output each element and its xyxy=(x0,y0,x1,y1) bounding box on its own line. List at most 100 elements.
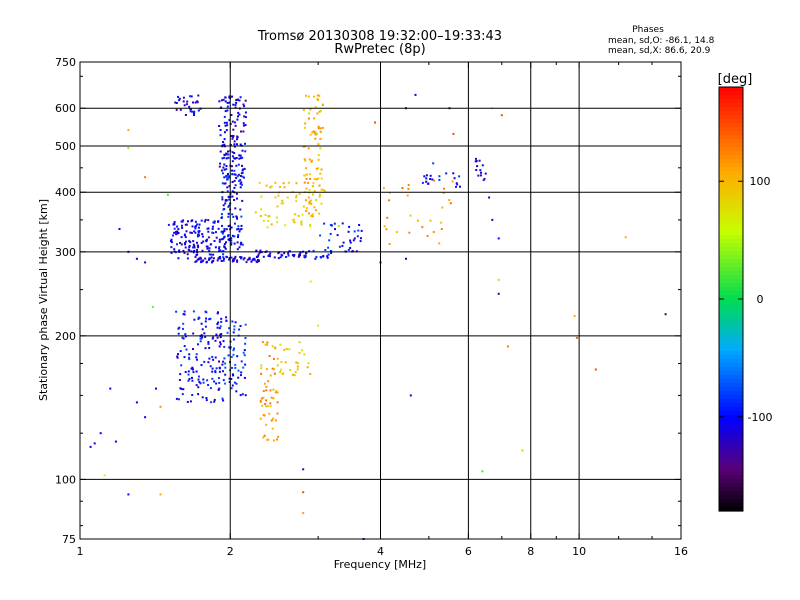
data-point xyxy=(185,240,187,243)
data-point xyxy=(175,310,178,313)
data-point xyxy=(231,373,234,376)
data-point xyxy=(239,182,242,185)
data-point xyxy=(223,143,226,146)
data-point xyxy=(204,347,207,350)
data-point xyxy=(228,257,231,259)
data-point xyxy=(218,250,220,253)
data-point xyxy=(194,227,197,230)
data-point xyxy=(326,255,329,258)
data-point xyxy=(244,323,247,326)
data-point xyxy=(235,192,238,195)
data-point xyxy=(333,222,336,225)
data-point xyxy=(199,340,202,343)
data-point xyxy=(218,125,221,127)
data-point xyxy=(204,335,207,338)
data-point xyxy=(263,382,266,385)
data-point xyxy=(240,371,243,374)
data-point xyxy=(474,160,477,163)
data-point xyxy=(388,243,391,245)
data-point xyxy=(223,246,226,249)
data-point xyxy=(201,328,204,331)
data-point xyxy=(183,104,186,107)
data-point xyxy=(178,326,181,329)
data-point xyxy=(151,305,154,308)
data-point xyxy=(223,156,226,159)
data-points xyxy=(89,93,667,540)
colorbar-band xyxy=(719,259,743,264)
data-point xyxy=(221,169,223,172)
colorbar-band xyxy=(719,223,743,228)
data-point xyxy=(185,103,188,106)
colorbar-band xyxy=(719,391,743,396)
data-point xyxy=(257,253,260,256)
data-point xyxy=(241,172,244,174)
data-point xyxy=(208,318,211,321)
colorbar-band xyxy=(719,219,743,224)
data-point xyxy=(209,257,212,260)
data-point xyxy=(191,376,193,379)
data-point xyxy=(218,238,221,241)
data-point xyxy=(198,375,200,378)
data-point xyxy=(222,98,225,101)
data-point xyxy=(240,181,243,184)
data-point xyxy=(255,255,258,258)
data-point xyxy=(236,241,239,244)
data-point xyxy=(217,321,220,324)
data-point xyxy=(175,233,178,236)
data-point xyxy=(195,356,198,359)
data-point xyxy=(235,177,238,179)
data-point xyxy=(315,178,318,181)
data-point xyxy=(188,244,191,247)
colorbar-band xyxy=(719,411,743,416)
data-point xyxy=(255,260,258,263)
colorbar-band xyxy=(719,307,743,312)
data-point xyxy=(321,126,324,129)
data-point xyxy=(226,177,229,180)
data-point xyxy=(280,202,283,205)
data-point xyxy=(500,114,503,117)
data-point xyxy=(282,182,285,185)
data-point xyxy=(491,218,494,221)
data-point xyxy=(189,110,192,113)
data-point xyxy=(233,199,236,201)
data-point xyxy=(353,230,356,233)
data-point xyxy=(237,376,240,379)
data-point xyxy=(239,157,242,160)
data-point xyxy=(182,100,185,103)
data-point xyxy=(215,236,218,239)
data-point xyxy=(196,358,198,361)
data-point xyxy=(298,254,301,257)
data-point xyxy=(276,401,279,404)
colorbar-band xyxy=(719,163,743,168)
data-point xyxy=(204,320,207,323)
colorbar-band xyxy=(719,115,743,120)
data-point xyxy=(304,254,307,257)
data-point xyxy=(232,103,235,106)
data-point xyxy=(233,257,236,260)
data-point xyxy=(235,99,238,102)
data-point xyxy=(309,199,312,202)
data-point xyxy=(193,112,195,115)
data-point xyxy=(196,258,199,261)
data-point xyxy=(287,181,290,184)
data-point xyxy=(269,255,271,258)
data-point xyxy=(170,238,173,241)
data-point xyxy=(215,382,218,385)
data-point xyxy=(192,310,195,313)
colorbar-band xyxy=(719,407,743,412)
data-point xyxy=(184,335,187,338)
data-point xyxy=(261,404,264,407)
data-point xyxy=(234,184,237,187)
data-point xyxy=(225,121,228,124)
data-point xyxy=(293,374,296,377)
data-point xyxy=(279,186,281,188)
data-point xyxy=(342,241,345,244)
data-point xyxy=(234,106,237,109)
data-point xyxy=(421,181,424,184)
data-point xyxy=(180,220,183,223)
data-point xyxy=(211,370,214,373)
colorbar-band xyxy=(719,371,743,376)
data-point xyxy=(225,319,228,322)
data-point xyxy=(214,370,217,373)
data-point xyxy=(186,257,189,260)
